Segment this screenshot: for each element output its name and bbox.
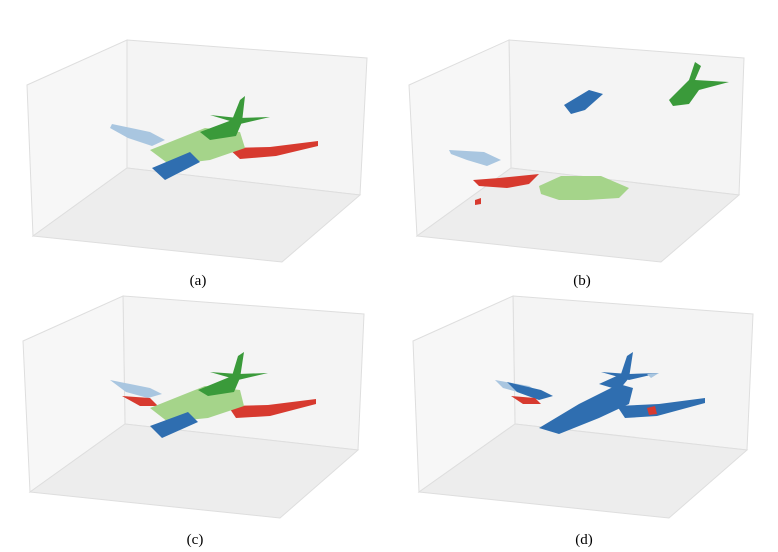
plot-d [412,295,754,519]
right-wing [617,398,705,418]
caption-b: (b) [573,273,591,289]
fuselage-mid [539,176,629,200]
floor-pane [28,423,360,519]
tail-tip [647,373,659,378]
left-wing [507,382,553,400]
left-wing [449,150,501,166]
tail-section [669,62,729,106]
caption-a: (a) [189,273,207,289]
tail-section [200,96,245,140]
left-wing-red [122,396,158,406]
tail-stabilizer [601,372,659,380]
nose-section [150,412,198,438]
caption-c: (c) [186,532,204,548]
debris-red [475,198,481,205]
right-wing [228,141,318,159]
right-wing [228,399,316,418]
fuselage-mid [150,386,244,422]
panel-d: (d) [389,276,778,552]
tail-stabilizer [210,115,270,124]
plot-a [26,39,368,263]
panel-c: (c) [0,276,389,552]
airplane-point-cloud [449,62,729,205]
airplane-point-cloud [110,352,316,438]
right-wing [473,174,539,188]
nose-section [152,152,200,180]
left-wing [110,124,165,146]
airplane-point-cloud [495,352,705,434]
caption-d: (d) [575,532,593,548]
fuselage [539,384,633,434]
nose-section [564,90,603,114]
left-wing-front [110,380,162,398]
floor-pane [415,167,741,263]
panel-a: (a) [0,0,389,289]
panel-b: (b) [389,0,778,289]
tail-stabilizer [210,372,268,380]
engine-red [647,406,657,415]
tail-section [198,352,244,396]
plot-c [22,295,365,519]
airplane-point-cloud [110,96,318,180]
axes-box [408,39,745,263]
plot-b [408,39,745,263]
left-wing-red [511,396,541,404]
floor-pane [31,167,362,263]
floor-pane [417,423,749,519]
tail-section [599,352,633,390]
